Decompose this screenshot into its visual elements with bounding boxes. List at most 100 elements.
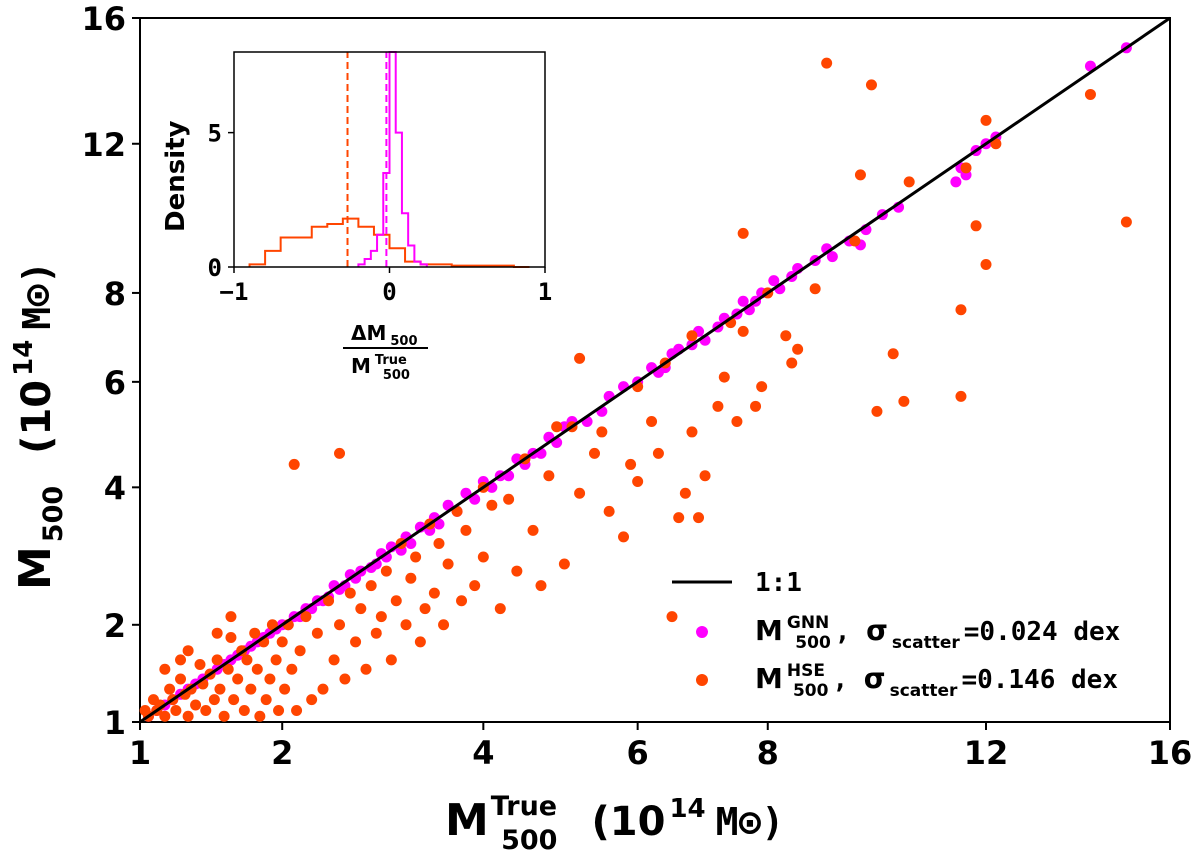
hse-point-26 <box>731 416 743 428</box>
hse-point-104 <box>270 654 282 666</box>
hse-point-69 <box>428 587 440 599</box>
hse-point-7 <box>955 390 967 402</box>
hse-point-30 <box>699 470 711 482</box>
legend-hse-swatch <box>696 674 708 686</box>
hse-point-133 <box>170 705 182 717</box>
hse-point-127 <box>194 659 206 671</box>
hse-point-64 <box>456 595 468 607</box>
hse-point-114 <box>238 705 250 717</box>
hse-point-72 <box>414 636 426 648</box>
hse-point-48 <box>574 487 586 499</box>
hse-point-2 <box>990 138 1002 150</box>
hse-point-121 <box>214 683 226 695</box>
gnn-point-23 <box>737 295 749 307</box>
y-tick-label-4: 4 <box>104 469 126 507</box>
hse-point-45 <box>596 426 608 438</box>
inset-x-tick-label-0: −1 <box>220 278 249 306</box>
hse-point-47 <box>574 352 586 364</box>
hse-point-106 <box>264 673 276 685</box>
hse-point-67 <box>438 619 450 631</box>
inset-x-ticks: −1 0 1 <box>220 267 552 306</box>
inset-x-label-denominator: M True 500 <box>351 351 411 383</box>
hse-point-107 <box>260 694 272 706</box>
y-label-unit-exp: 14 <box>9 340 39 376</box>
hse-point-32 <box>686 426 698 438</box>
hse-point-34 <box>679 487 691 499</box>
hse-point-130 <box>182 710 194 722</box>
hse-point-94 <box>306 694 318 706</box>
hse-point-92 <box>317 683 329 695</box>
hse-point-68 <box>433 537 445 549</box>
hse-point-105 <box>266 619 278 631</box>
hse-point-118 <box>225 631 237 643</box>
hse-point-85 <box>350 636 362 648</box>
hse-point-38 <box>652 447 664 459</box>
y-tick-label-16: 16 <box>81 0 126 38</box>
x-label-unit-close: M⊙) <box>716 800 785 844</box>
hse-point-103 <box>273 705 285 717</box>
hse-point-110 <box>251 663 263 675</box>
hse-point-0 <box>1120 216 1132 228</box>
hse-point-9 <box>903 176 915 188</box>
y-tick-label-6: 6 <box>104 364 126 402</box>
hse-point-135 <box>164 683 176 695</box>
hse-point-96 <box>294 645 306 657</box>
inset-y-label: Density <box>161 120 191 232</box>
hse-point-53 <box>535 580 547 592</box>
hse-point-51 <box>551 421 563 433</box>
legend-gnn-swatch <box>696 626 708 638</box>
hse-point-5 <box>970 220 982 232</box>
y-label-unit-close: M⊙) <box>15 261 59 330</box>
hse-point-11 <box>887 348 899 360</box>
hse-point-54 <box>527 524 539 536</box>
hse-point-146 <box>225 611 237 623</box>
hse-point-128 <box>190 699 202 711</box>
hse-point-97 <box>291 705 303 717</box>
y-tick-label-2: 2 <box>104 607 126 645</box>
hse-point-77 <box>390 595 402 607</box>
hse-point-57 <box>503 493 515 505</box>
hse-point-16 <box>821 57 833 69</box>
hse-point-43 <box>618 531 630 543</box>
hse-point-98 <box>288 458 300 470</box>
legend-label-hse: M HSE 500 , σ scatter =0.146 dex <box>755 661 1118 701</box>
hse-point-89 <box>334 447 346 459</box>
hse-point-6 <box>960 162 972 174</box>
hse-point-15 <box>849 235 861 247</box>
inset-y-ticks: 05 <box>208 120 234 282</box>
hse-point-78 <box>385 654 397 666</box>
hse-point-35 <box>673 512 685 524</box>
gnn-point-19 <box>768 275 780 287</box>
x-tick-label-4: 4 <box>472 734 494 772</box>
hse-point-88 <box>334 619 346 631</box>
hse-point-12 <box>871 405 883 417</box>
hse-point-23 <box>750 400 762 412</box>
hse-point-86 <box>344 587 356 599</box>
hse-point-36 <box>666 611 678 623</box>
x-tick-label-8: 8 <box>757 734 779 772</box>
hse-point-40 <box>632 476 644 488</box>
hse-point-112 <box>245 683 257 695</box>
hse-point-10 <box>898 395 910 407</box>
hse-point-93 <box>311 627 323 639</box>
hse-point-73 <box>410 551 422 563</box>
hse-point-99 <box>286 663 298 675</box>
x-label-main: M <box>445 795 489 846</box>
hse-point-71 <box>419 603 431 615</box>
y-tick-label-8: 8 <box>104 275 126 313</box>
hse-point-120 <box>218 710 230 722</box>
hse-point-142 <box>182 645 194 657</box>
identity-line <box>139 16 1171 724</box>
hse-point-13 <box>865 79 877 91</box>
x-tick-label-6: 6 <box>627 734 649 772</box>
hse-point-139 <box>147 694 159 706</box>
legend-label-line: 1:1 <box>755 568 802 598</box>
x-tick-label-2: 2 <box>271 734 293 772</box>
hse-point-102 <box>276 636 288 648</box>
inset-x-label-numerator: ΔM 500 <box>351 321 418 349</box>
hse-point-136 <box>159 710 171 722</box>
hse-point-50 <box>558 558 570 570</box>
hse-point-116 <box>232 673 244 685</box>
hse-point-101 <box>279 683 291 695</box>
